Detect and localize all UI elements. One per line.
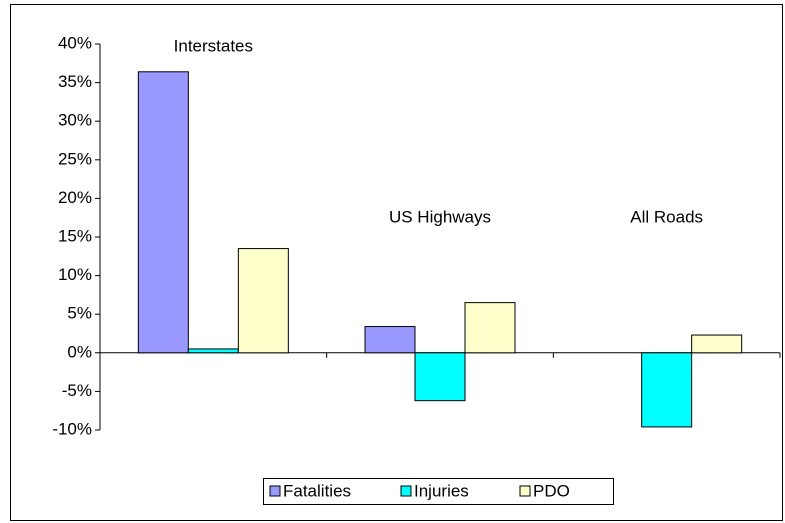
bar: [464, 302, 516, 354]
y-tick-label: 40%: [58, 33, 92, 52]
legend-label: Injuries: [414, 481, 469, 500]
bar: [137, 71, 189, 354]
y-tick-label: 15%: [58, 226, 92, 245]
bar: [364, 326, 416, 354]
bar: [691, 334, 743, 354]
bar: [237, 248, 289, 354]
category-label: Interstates: [174, 36, 253, 55]
y-tick-label: 20%: [58, 188, 92, 207]
y-tick-label: 5%: [67, 304, 92, 323]
legend-swatch: [519, 485, 531, 497]
legend-swatch: [269, 485, 281, 497]
y-tick-label: 10%: [58, 265, 92, 284]
legend-box: [263, 478, 614, 505]
category-label: All Roads: [630, 207, 703, 226]
y-tick-label: 25%: [58, 149, 92, 168]
bar: [414, 352, 466, 402]
y-tick-label: 0%: [67, 342, 92, 361]
y-tick-label: -5%: [62, 381, 92, 400]
y-tick-label: 35%: [58, 72, 92, 91]
bar: [641, 352, 693, 428]
y-tick-label: -10%: [52, 419, 92, 438]
legend-swatch: [400, 485, 412, 497]
legend-label: Fatalities: [283, 481, 351, 500]
legend-label: PDO: [533, 481, 570, 500]
chart-border: [10, 4, 783, 521]
category-label: US Highways: [389, 207, 491, 226]
y-tick-label: 30%: [58, 111, 92, 130]
bar: [187, 348, 239, 354]
